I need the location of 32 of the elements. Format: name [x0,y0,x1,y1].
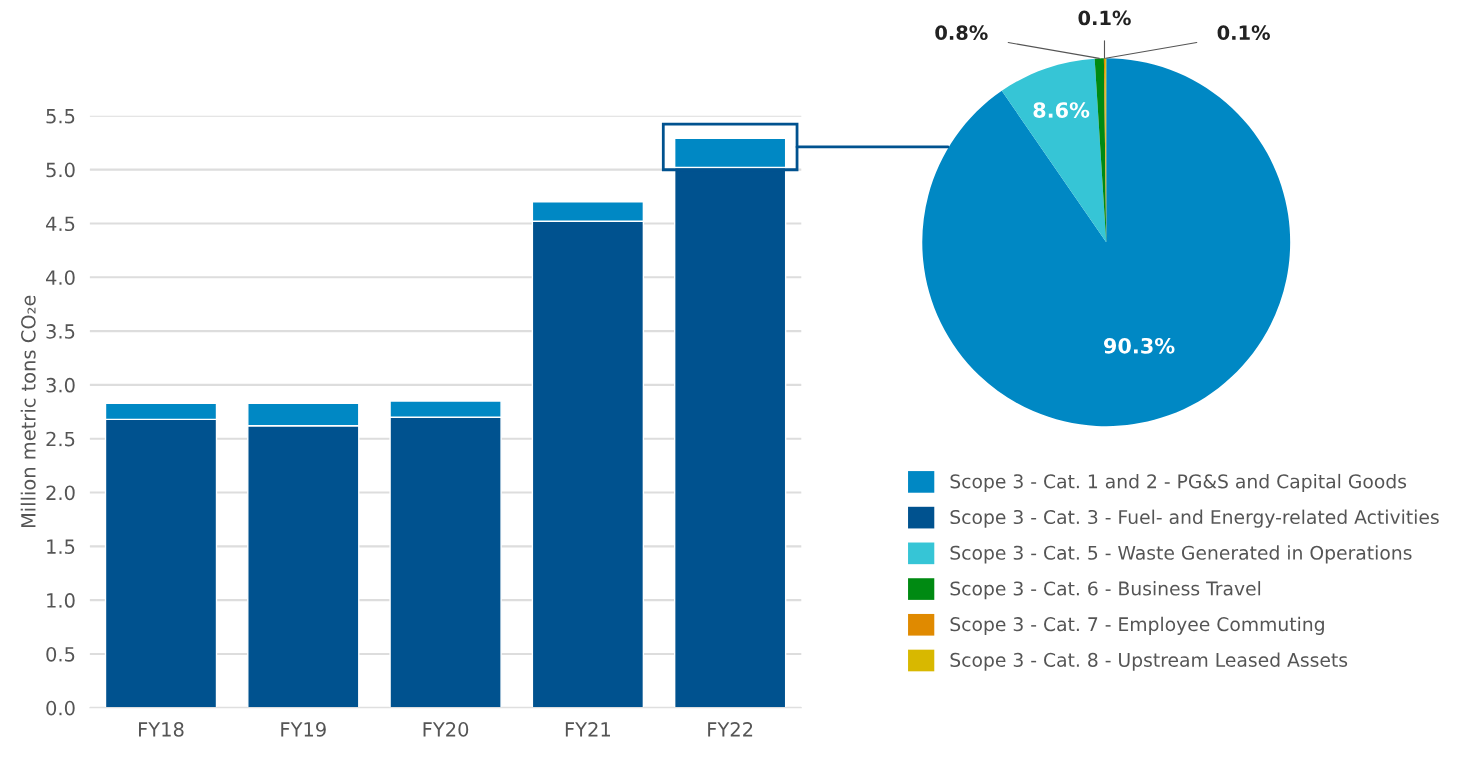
y-tick-label: 1.5 [47,539,75,555]
x-tick-label: FY20 [423,722,469,737]
x-tick-label: FY21 [565,722,610,737]
data-label: 0.8% [935,25,988,41]
y-tick-label: 4.5 [45,216,75,232]
data-label: 0.1% [1078,10,1131,26]
pie-slice [1001,58,1107,243]
y-tick-label: 0.5 [46,646,75,662]
bar [673,137,787,169]
data-label: 8.6% [1033,102,1090,118]
y-tick-label: 2.5 [46,431,75,447]
y-tick-label: 5.5 [46,109,75,124]
legend-label: Scope 3 - Cat. 5 - Waste Generated in Operations [950,545,1412,564]
x-tick-label: FY22 [708,722,753,737]
y-tick-label: 4.0 [45,270,75,285]
y-tick-label: 3.0 [46,377,75,393]
y-tick-label: 1.0 [47,593,75,608]
y-axis-title: Million metric tons CO₂e [20,295,36,528]
legend-label: Scope 3 - Cat. 8 - Upstream Leased Assets [950,652,1348,671]
pie-slice [922,58,1291,427]
legend-label: Scope 3 - Cat. 3 - Fuel- and Energy-related Activities [950,509,1439,528]
data-label: 0.1% [1217,25,1270,41]
x-tick-label: FY19 [281,722,326,737]
data-label: 90.3% [1103,337,1175,354]
legend-label: Scope 3 - Cat. 6 - Business Travel [950,581,1261,600]
legend-label: Scope 3 - Cat. 7 - Employee Commuting [950,616,1324,635]
y-tick-label: 2.0 [46,485,75,501]
x-tick-label: FY18 [139,722,184,737]
y-tick-label: 0.0 [46,700,75,716]
y-tick-label: 5.0 [46,162,75,178]
y-tick-label: 3.5 [46,324,75,339]
legend-label: Scope 3 - Cat. 1 and 2 - PG&S and Capital Goods [950,473,1407,493]
